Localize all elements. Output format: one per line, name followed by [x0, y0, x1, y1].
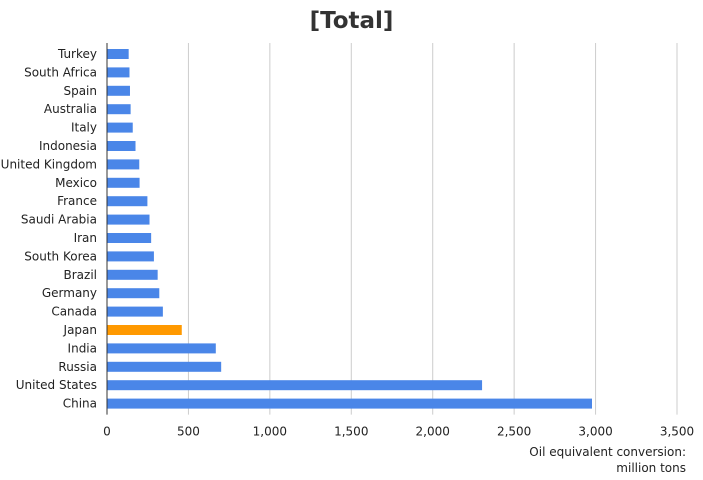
category-label: Spain	[63, 84, 97, 98]
category-label: China	[63, 397, 97, 411]
x-axis-label: Oil equivalent conversion: million tons	[426, 444, 686, 476]
x-axis-label-line-2: million tons	[616, 461, 686, 475]
bar-japan	[107, 325, 182, 335]
category-label: Mexico	[55, 176, 97, 190]
bar-china	[107, 398, 592, 409]
bar-brazil	[107, 269, 158, 280]
bar-india	[107, 343, 216, 354]
bar-united-states	[107, 380, 483, 391]
category-label: Saudi Arabia	[21, 213, 97, 227]
category-label: France	[57, 194, 97, 208]
x-tick-label: 2,000	[416, 425, 450, 439]
bar-spain	[107, 85, 130, 96]
bar-turkey	[107, 49, 129, 59]
category-label: United Kingdom	[1, 157, 97, 171]
category-label: Russia	[58, 360, 97, 374]
category-label: Turkey	[57, 47, 97, 61]
x-tick-label: 3,000	[578, 425, 612, 439]
chart-title: [Total]	[309, 8, 394, 34]
bars	[107, 49, 592, 409]
bar-mexico	[107, 177, 140, 188]
bar-saudi-arabia	[107, 214, 150, 225]
bar-france	[107, 196, 148, 207]
category-label: India	[68, 341, 97, 355]
x-tick-label: 0	[103, 425, 111, 439]
x-tick-label: 1,000	[253, 425, 287, 439]
category-label: Canada	[51, 305, 97, 319]
x-tick-label: 1,500	[334, 425, 368, 439]
category-label: Japan	[63, 323, 97, 337]
category-label: Germany	[42, 286, 97, 300]
category-label: Iran	[74, 231, 97, 245]
category-label: South Korea	[24, 249, 97, 263]
bar-indonesia	[107, 141, 136, 151]
bar-iran	[107, 233, 152, 243]
bar-united-kingdom	[107, 159, 140, 170]
bar-germany	[107, 288, 160, 299]
category-label: Brazil	[64, 268, 98, 282]
bar-australia	[107, 104, 131, 115]
category-labels: Turkey South Africa Spain Australia Italy Ind…	[1, 47, 97, 411]
x-tick-label: 500	[177, 425, 200, 439]
category-label: Indonesia	[39, 139, 97, 153]
x-tick-labels: 0 500 1,000 1,500 2,000 2,500 3,000 3,500	[103, 425, 694, 439]
category-label: Italy	[71, 121, 97, 135]
x-axis-label-line-1: Oil equivalent conversion:	[529, 445, 686, 459]
bar-south-korea	[107, 251, 154, 262]
bar-canada	[107, 306, 163, 317]
x-tick-label: 2,500	[497, 425, 531, 439]
category-label: South Africa	[24, 65, 97, 79]
category-label: Australia	[44, 102, 97, 116]
x-tick-label: 3,500	[660, 425, 694, 439]
category-label: United States	[16, 378, 97, 392]
bar-south-africa	[107, 67, 130, 78]
bar-italy	[107, 122, 133, 133]
grid-lines	[187, 43, 678, 415]
bar-russia	[107, 361, 222, 372]
